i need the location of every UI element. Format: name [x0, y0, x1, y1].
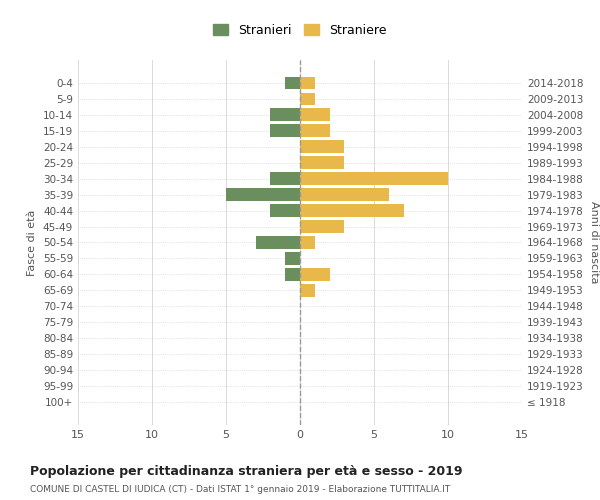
Bar: [271, 204, 300, 217]
Bar: [300, 220, 344, 233]
Bar: [300, 140, 344, 153]
Bar: [300, 236, 315, 249]
Bar: [300, 204, 404, 217]
Bar: [285, 268, 300, 281]
Y-axis label: Anni di nascita: Anni di nascita: [589, 201, 599, 284]
Legend: Stranieri, Straniere: Stranieri, Straniere: [208, 19, 392, 42]
Bar: [226, 188, 300, 201]
Bar: [271, 172, 300, 185]
Bar: [256, 236, 300, 249]
Bar: [300, 124, 329, 137]
Bar: [300, 284, 315, 296]
Bar: [300, 108, 329, 122]
Y-axis label: Fasce di età: Fasce di età: [28, 210, 37, 276]
Bar: [300, 188, 389, 201]
Text: COMUNE DI CASTEL DI IUDICA (CT) - Dati ISTAT 1° gennaio 2019 - Elaborazione TUTT: COMUNE DI CASTEL DI IUDICA (CT) - Dati I…: [30, 485, 450, 494]
Bar: [271, 124, 300, 137]
Bar: [300, 76, 315, 90]
Bar: [300, 156, 344, 169]
Bar: [285, 76, 300, 90]
Bar: [300, 172, 448, 185]
Bar: [300, 268, 329, 281]
Text: Popolazione per cittadinanza straniera per età e sesso - 2019: Popolazione per cittadinanza straniera p…: [30, 465, 463, 478]
Bar: [271, 108, 300, 122]
Bar: [300, 92, 315, 106]
Bar: [285, 252, 300, 265]
